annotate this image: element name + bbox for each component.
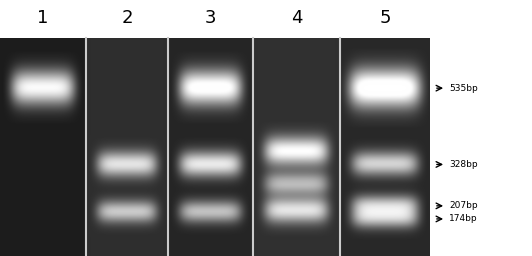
Text: 2: 2 — [121, 9, 133, 27]
Text: 328bp: 328bp — [449, 160, 478, 169]
Text: 535bp: 535bp — [449, 84, 478, 93]
Text: 3: 3 — [205, 9, 216, 27]
Text: 1: 1 — [37, 9, 49, 27]
Text: 5: 5 — [379, 9, 390, 27]
Text: 174bp: 174bp — [449, 215, 478, 223]
Bar — [430, 38, 532, 256]
Text: 207bp: 207bp — [449, 201, 478, 210]
Text: 4: 4 — [291, 9, 302, 27]
